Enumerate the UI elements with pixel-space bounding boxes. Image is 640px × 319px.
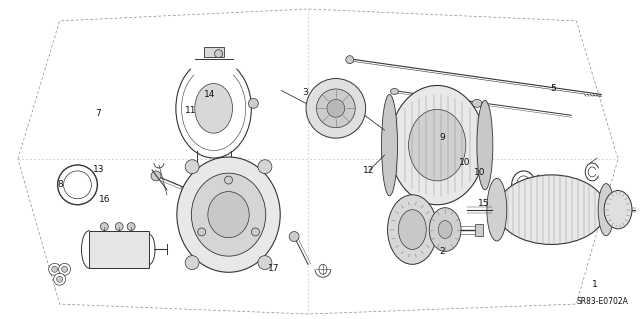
Ellipse shape [248,98,259,108]
Circle shape [258,256,272,270]
Circle shape [225,176,232,184]
Circle shape [100,223,108,231]
Ellipse shape [289,232,299,241]
Circle shape [58,165,97,205]
Ellipse shape [191,173,266,256]
Ellipse shape [195,84,232,133]
Ellipse shape [316,89,355,128]
Text: 12: 12 [363,166,374,175]
Circle shape [520,204,532,216]
Circle shape [185,160,199,174]
Circle shape [49,263,61,275]
Text: 13: 13 [93,165,104,174]
Circle shape [523,207,529,213]
Text: 10: 10 [458,158,470,167]
Circle shape [61,266,68,272]
Circle shape [52,266,58,272]
Text: 1: 1 [592,280,598,289]
Ellipse shape [399,210,426,249]
Circle shape [63,171,92,199]
Text: 15: 15 [477,199,489,208]
Circle shape [59,263,70,275]
Bar [475,224,483,235]
Circle shape [252,228,259,236]
Text: 9: 9 [439,133,445,142]
Ellipse shape [429,208,461,251]
Circle shape [258,160,272,174]
Ellipse shape [177,157,280,272]
Circle shape [54,273,65,285]
Ellipse shape [390,85,485,205]
Text: 11: 11 [185,106,196,115]
Ellipse shape [438,221,452,239]
Ellipse shape [208,192,249,238]
Text: 17: 17 [268,264,279,273]
Bar [204,47,223,57]
Ellipse shape [346,56,354,63]
Ellipse shape [327,100,345,117]
Text: SR83-E0702A: SR83-E0702A [576,297,628,306]
Ellipse shape [214,50,223,58]
Bar [90,231,149,268]
Text: 16: 16 [99,195,111,204]
Ellipse shape [472,100,482,107]
Circle shape [56,276,63,282]
Ellipse shape [151,171,161,181]
Text: 5: 5 [550,84,556,93]
Ellipse shape [477,100,493,190]
Ellipse shape [390,88,399,94]
Text: 3: 3 [302,88,308,97]
Ellipse shape [381,94,397,196]
Ellipse shape [598,184,614,236]
Text: 14: 14 [204,90,216,99]
Circle shape [115,223,124,231]
Text: 2: 2 [439,247,445,256]
Circle shape [198,228,205,236]
Circle shape [127,223,135,231]
Ellipse shape [306,78,365,138]
Ellipse shape [497,175,606,244]
Text: 8: 8 [58,180,63,189]
Ellipse shape [408,109,466,181]
Text: 10: 10 [474,168,486,177]
Circle shape [185,256,199,270]
Text: 7: 7 [96,109,102,118]
Ellipse shape [604,190,632,229]
Ellipse shape [487,178,507,241]
Ellipse shape [387,195,437,264]
